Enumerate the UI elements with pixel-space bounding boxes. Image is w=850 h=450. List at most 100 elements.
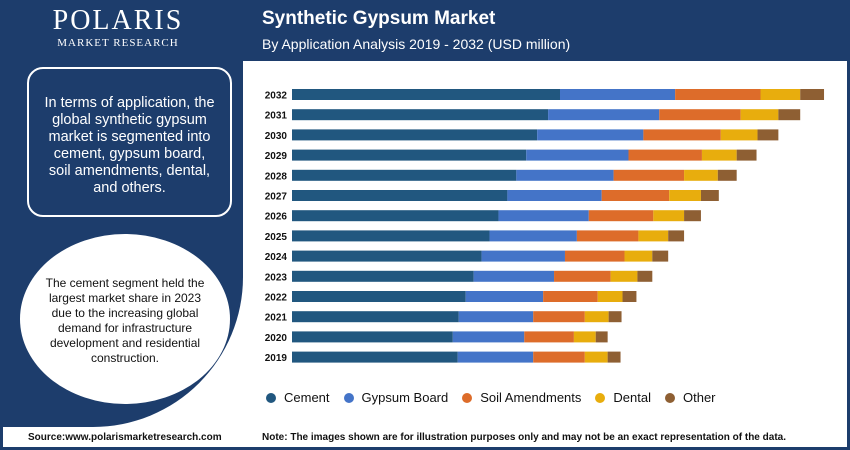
bar-segment-dental — [638, 230, 669, 242]
legend-item: Soil Amendments — [462, 390, 581, 405]
bar-segment-dental — [584, 311, 609, 323]
page-subtitle: By Application Analysis 2019 - 2032 (USD… — [262, 36, 571, 52]
bar-segment-cement — [292, 331, 453, 343]
bar-segment-other — [684, 210, 701, 222]
legend-label: Soil Amendments — [480, 390, 582, 405]
bar-segment-soil-amendments — [524, 331, 574, 343]
bar-segment-gypsum-board — [516, 169, 614, 181]
bar-segment-other — [595, 331, 608, 343]
bar-segment-cement — [292, 270, 474, 282]
legend-label: Dental — [613, 390, 651, 405]
chart-legend: Cement Gypsum Board Soil Amendments Dental O… — [266, 390, 730, 405]
legend-swatch — [664, 392, 675, 403]
page-title: Synthetic Gypsum Market — [262, 8, 496, 29]
bar-segment-soil-amendments — [564, 250, 625, 262]
bar-segment-dental — [597, 291, 623, 302]
bar-segment-cement — [292, 129, 538, 141]
y-tick-label: 2020 — [265, 333, 288, 344]
y-tick-label: 2019 — [265, 353, 288, 364]
bar-segment-cement — [292, 291, 466, 302]
y-tick-label: 2031 — [265, 111, 288, 122]
bar-segment-dental — [669, 190, 701, 201]
bar-segment-soil-amendments — [643, 129, 721, 141]
y-tick-label: 2027 — [265, 192, 288, 203]
bar-segment-gypsum-board — [548, 109, 660, 121]
bar-segment-cement — [292, 169, 517, 181]
bar-segment-gypsum-board — [452, 331, 525, 343]
bar-segment-other — [700, 190, 719, 201]
y-tick-label: 2026 — [265, 212, 288, 223]
bar-segment-other — [757, 129, 779, 141]
bar-segment-soil-amendments — [613, 169, 685, 181]
bar-segment-gypsum-board — [498, 210, 589, 222]
legend-swatch — [343, 392, 354, 403]
legend-item: Cement — [266, 390, 330, 405]
legend-label: Other — [682, 390, 716, 405]
legend-item: Dental — [595, 390, 651, 405]
y-tick-label: 2024 — [265, 252, 288, 263]
legend-item: Other — [664, 390, 716, 405]
bar-segment-soil-amendments — [533, 311, 585, 323]
bar-segment-soil-amendments — [588, 210, 654, 222]
bar-segment-dental — [760, 89, 801, 100]
disclaimer-note: Note: The images shown are for illustrat… — [262, 432, 786, 443]
bar-segment-dental — [684, 169, 718, 181]
bar-segment-other — [607, 351, 621, 363]
y-tick-label: 2023 — [265, 272, 288, 283]
source-text: Source:www.polarismarketresearch.com — [28, 432, 222, 443]
bar-segment-gypsum-board — [473, 270, 555, 282]
bar-segment-other — [717, 169, 737, 181]
bar-segment-other — [622, 291, 637, 302]
bar-segment-cement — [292, 149, 527, 161]
bar-segment-dental — [720, 129, 758, 141]
bar-segment-soil-amendments — [554, 270, 611, 282]
bar-segment-dental — [610, 270, 638, 282]
bar-segment-soil-amendments — [576, 230, 639, 242]
bar-segment-dental — [740, 109, 779, 121]
bar-segment-gypsum-board — [507, 190, 602, 201]
bar-segment-gypsum-board — [458, 311, 534, 323]
y-tick-label: 2022 — [265, 293, 288, 304]
y-tick-label: 2032 — [265, 91, 288, 102]
bar-segment-cement — [292, 351, 458, 363]
legend-label: Cement — [284, 390, 330, 405]
logo-sub: MARKET RESEARCH — [57, 37, 179, 49]
bar-segment-cement — [292, 311, 459, 323]
y-tick-label: 2030 — [265, 131, 288, 142]
bar-segment-other — [608, 311, 622, 323]
header-bar — [3, 3, 847, 61]
bar-segment-gypsum-board — [537, 129, 644, 141]
bar-segment-gypsum-board — [526, 149, 629, 161]
bar-segment-dental — [701, 149, 737, 161]
bar-segment-soil-amendments — [659, 109, 741, 121]
bar-segment-gypsum-board — [481, 250, 565, 262]
legend-swatch — [462, 392, 473, 403]
bar-segment-other — [637, 270, 653, 282]
bar-segment-dental — [584, 351, 608, 363]
logo: POLARIS MARKET RESEARCH — [24, 6, 212, 50]
bar-segment-cement — [292, 230, 490, 242]
bar-segment-dental — [573, 331, 596, 343]
stacked-bar-chart: 2032 2031 2030 2029 2028 2027 2026 2025 2024 2023… — [265, 89, 825, 364]
logo-name: POLARIS — [52, 5, 184, 36]
bar-segment-soil-amendments — [628, 149, 702, 161]
y-tick-label: 2021 — [265, 313, 288, 324]
bar-segment-soil-amendments — [601, 190, 670, 201]
y-tick-label: 2029 — [265, 151, 288, 162]
bar-segment-other — [652, 250, 669, 262]
bar-segment-cement — [292, 190, 508, 201]
bar-segment-gypsum-board — [489, 230, 577, 242]
bar-segment-cement — [292, 89, 560, 100]
bar-segment-cement — [292, 250, 482, 262]
bar-segment-gypsum-board — [560, 89, 676, 100]
bar-segment-dental — [653, 210, 685, 222]
bar-segment-dental — [624, 250, 653, 262]
bar-segment-soil-amendments — [675, 89, 761, 100]
y-tick-label: 2025 — [265, 232, 288, 243]
bar-segment-gypsum-board — [457, 351, 534, 363]
bar-segment-other — [736, 149, 757, 161]
bar-segment-cement — [292, 109, 549, 121]
legend-swatch — [595, 392, 606, 403]
segment-summary-box: In terms of application, the global synt… — [27, 67, 232, 217]
